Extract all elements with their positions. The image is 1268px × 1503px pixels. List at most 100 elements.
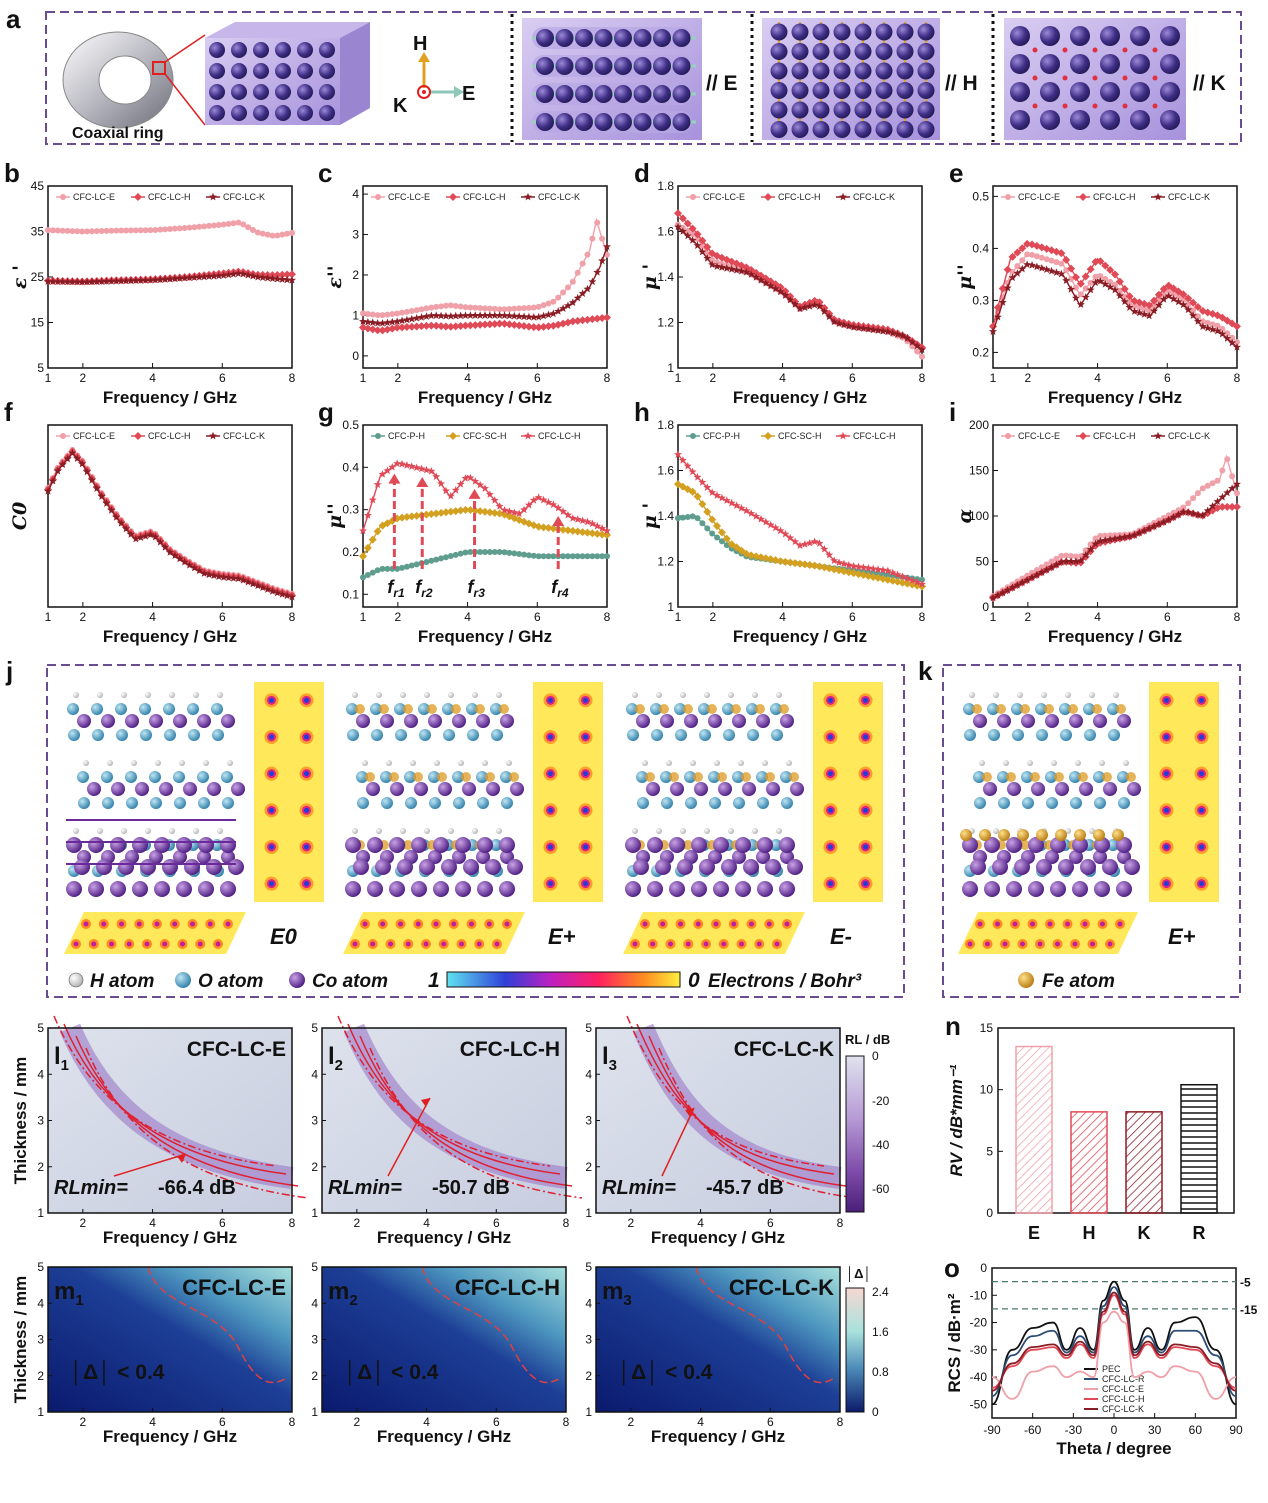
atom (718, 782, 732, 796)
data-point (555, 294, 562, 301)
atom (367, 881, 383, 897)
data-point (278, 270, 287, 279)
atom (500, 714, 514, 728)
data-point (722, 534, 731, 543)
bar-E (1015, 1045, 1053, 1214)
nanosphere (231, 105, 247, 121)
atom (121, 828, 127, 834)
atom (491, 729, 503, 741)
data-point (540, 553, 547, 560)
data-point (524, 431, 532, 440)
atom (752, 692, 758, 698)
map-sample-label: CFC-LC-H (455, 1275, 560, 1300)
data-point (1125, 292, 1134, 301)
data-point (263, 585, 272, 593)
atom (145, 692, 151, 698)
nanosphere (1010, 54, 1030, 74)
data-point (1146, 307, 1153, 314)
atom (1094, 881, 1110, 897)
x-tick-label: 1 (360, 371, 367, 385)
nanosphere (875, 23, 893, 41)
data-point (919, 353, 925, 360)
data-point (893, 570, 902, 579)
data-point (781, 557, 790, 566)
data-point (363, 511, 372, 519)
data-point (485, 320, 494, 329)
data-point (689, 513, 696, 520)
atom (752, 828, 758, 834)
atom (462, 782, 476, 796)
data-point (603, 313, 611, 322)
data-point (78, 277, 87, 286)
y-tick-label: 2 (311, 1369, 318, 1383)
legend-entry: CFC-LC-K (223, 431, 265, 441)
data-point (604, 251, 610, 258)
atom (162, 859, 178, 875)
data-point (1063, 552, 1070, 559)
series-PEC (991, 1280, 1237, 1406)
data-point (675, 515, 681, 522)
data-point (451, 311, 460, 320)
data-point (131, 276, 140, 285)
data-point (693, 473, 702, 481)
data-point (496, 548, 503, 555)
atom (380, 714, 394, 728)
atom (666, 760, 672, 766)
data-point (102, 499, 111, 507)
x-tick-label: 8 (1234, 371, 1241, 385)
data-point (1145, 301, 1154, 310)
data-point (1013, 580, 1022, 589)
data-point (408, 562, 415, 569)
series-CFC-SC-H (359, 505, 611, 561)
legend-entry: CFC-LC-H (148, 192, 191, 202)
data-point (278, 275, 287, 283)
data-point (1224, 456, 1231, 463)
data-point (1068, 553, 1075, 560)
nanosphere (614, 57, 632, 75)
nanosphere (812, 82, 830, 99)
data-point (544, 310, 553, 319)
data-point (1067, 557, 1076, 565)
data-point (209, 571, 218, 580)
data-point (1086, 285, 1095, 294)
data-point (1086, 265, 1095, 274)
nanosphere (896, 43, 914, 60)
x-tick-label: 60 (1189, 1423, 1203, 1437)
x-axis-label: Theta / degree (1056, 1439, 1171, 1458)
nanosphere (253, 84, 269, 100)
nanosphere (575, 57, 593, 75)
atom (1094, 837, 1110, 853)
data-point (1008, 583, 1017, 592)
data-point (1159, 284, 1168, 293)
atom (96, 859, 112, 875)
data-point (63, 277, 72, 286)
data-point (477, 548, 484, 555)
atom (145, 828, 151, 834)
atom (660, 771, 672, 783)
x-tick-label: 0 (1111, 1423, 1118, 1437)
series-line (47, 450, 293, 597)
data-point (727, 498, 736, 507)
nanosphere (297, 63, 313, 79)
atom (376, 828, 382, 834)
data-point (1071, 273, 1080, 282)
data-point (1048, 257, 1055, 264)
atom (352, 828, 358, 834)
data-point (240, 221, 247, 228)
data-point (437, 322, 446, 331)
atom (154, 837, 170, 853)
series-CFC-LC-E (360, 217, 610, 319)
atom (429, 797, 441, 809)
data-point (878, 326, 887, 335)
data-point (1048, 558, 1055, 565)
panel-letter-b: b (4, 158, 20, 188)
atom (496, 692, 502, 698)
data-point (417, 322, 426, 331)
data-point (83, 277, 92, 286)
atom (756, 714, 770, 728)
data-point (998, 284, 1007, 293)
x-tick-label: 6 (534, 610, 541, 624)
rlmin-value: -66.4 dB (158, 1177, 236, 1199)
y-tick-label: 45 (31, 179, 45, 193)
atom (1046, 797, 1058, 809)
